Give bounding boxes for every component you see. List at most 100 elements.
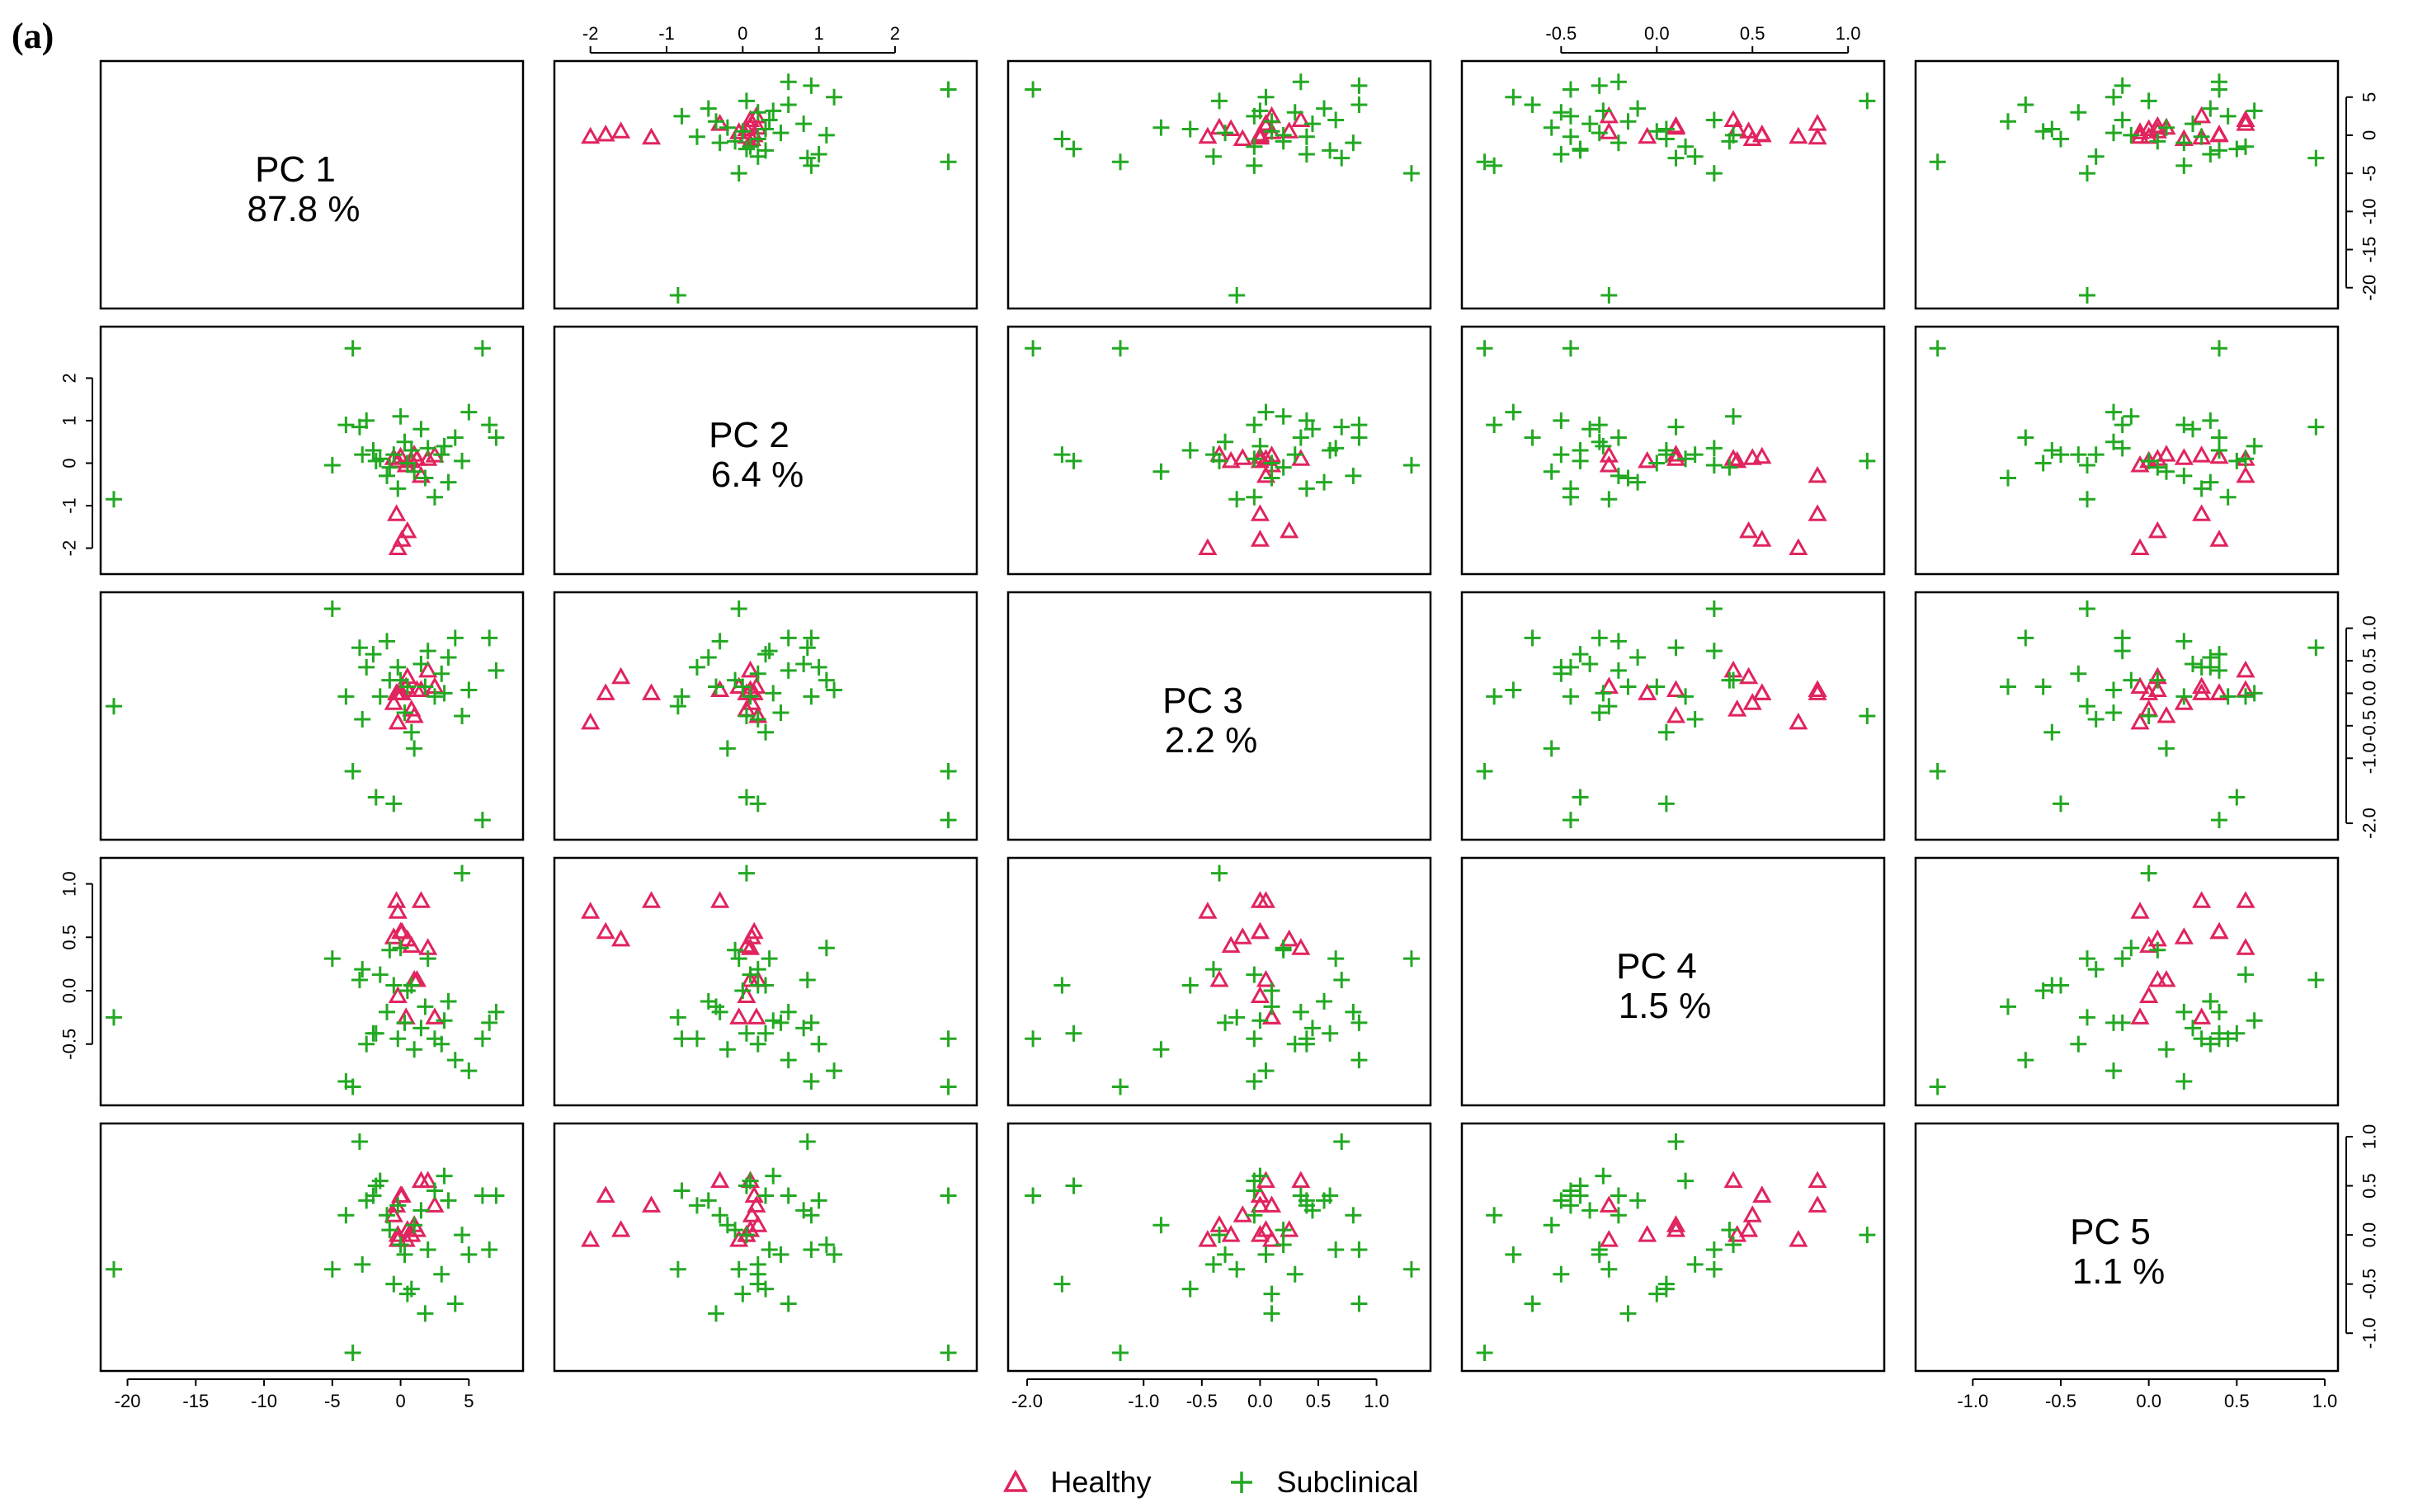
subclinical-point-28 bbox=[2000, 998, 2016, 1015]
tick-label: -1.0 bbox=[2359, 1317, 2380, 1349]
subclinical-point-8 bbox=[1345, 134, 1362, 152]
subclinical-point-7 bbox=[2237, 450, 2254, 468]
subclinical-point-26 bbox=[1486, 1207, 1503, 1224]
subclinical-point-4 bbox=[799, 1133, 816, 1150]
subclinical-point-7 bbox=[2237, 138, 2254, 155]
subclinical-point-9 bbox=[2053, 130, 2069, 148]
subclinical-point-15 bbox=[2185, 1020, 2201, 1037]
tick-label: 2 bbox=[59, 373, 80, 383]
healthy-point-8 bbox=[391, 1185, 411, 1203]
subclinical-point-6 bbox=[1322, 1024, 1339, 1042]
subclinical-point-2 bbox=[323, 950, 341, 968]
healthy-point-10 bbox=[737, 935, 757, 954]
tick-label: -1.0 bbox=[1957, 1391, 1988, 1411]
subclinical-point-30 bbox=[381, 459, 398, 476]
subclinical-point-26 bbox=[1246, 1207, 1263, 1224]
subclinical-point-26 bbox=[1246, 157, 1263, 174]
healthy-point-4 bbox=[641, 891, 662, 908]
subclinical-point-8 bbox=[1610, 1207, 1627, 1224]
healthy-point-1 bbox=[2130, 538, 2150, 556]
subclinical-point-16 bbox=[1705, 643, 1723, 660]
subclinical-point-4 bbox=[1333, 972, 1350, 989]
subclinical-point-23 bbox=[2211, 1030, 2227, 1048]
subclinical-point-5 bbox=[810, 146, 827, 163]
tick-label: 0.5 bbox=[2359, 1173, 2380, 1199]
healthy-point-3 bbox=[2147, 520, 2167, 539]
subclinical-point-32 bbox=[354, 710, 371, 728]
subclinical-point-31 bbox=[1251, 437, 1269, 455]
panel-r3-c5 bbox=[1914, 591, 2340, 841]
healthy-point-12 bbox=[1666, 1220, 1686, 1237]
healthy-point-1 bbox=[388, 538, 408, 556]
subclinical-point-27 bbox=[367, 452, 384, 469]
tick-label: 5 bbox=[2359, 92, 2380, 102]
subclinical-point-17 bbox=[673, 1182, 691, 1199]
subclinical-point-17 bbox=[2219, 107, 2237, 125]
subclinical-point-13 bbox=[1263, 982, 1280, 1000]
subclinical-point-16 bbox=[761, 950, 778, 968]
subclinical-point-27 bbox=[1065, 140, 1082, 158]
subclinical-point-22 bbox=[460, 403, 478, 421]
subclinical-point-10 bbox=[2193, 658, 2210, 676]
healthy-point-3 bbox=[1739, 1220, 1759, 1237]
healthy-point-2 bbox=[1250, 530, 1270, 547]
subclinical-point-17 bbox=[673, 107, 691, 125]
subclinical-point-3 bbox=[940, 153, 957, 171]
subclinical-point-14 bbox=[406, 740, 423, 757]
tick-label: -10 bbox=[251, 1391, 277, 1411]
subclinical-point-10 bbox=[1298, 1030, 1315, 1048]
healthy-point-9 bbox=[384, 693, 403, 710]
healthy-point-12 bbox=[2147, 969, 2167, 987]
subclinical-point-10 bbox=[1298, 128, 1315, 145]
healthy-point-13 bbox=[1250, 450, 1270, 469]
subclinical-point-31 bbox=[436, 685, 453, 702]
subclinical-point-32 bbox=[1204, 148, 1222, 165]
subclinical-point-2 bbox=[2079, 950, 2095, 968]
y-axis-left-pc4: -0.5 0.0 0.5 1.0 bbox=[59, 871, 93, 1060]
subclinical-point-23 bbox=[940, 1187, 957, 1204]
subclinical-point-1 bbox=[106, 491, 122, 508]
subclinical-point-15 bbox=[1303, 1202, 1321, 1219]
subclinical-point-5 bbox=[2202, 412, 2219, 429]
subclinical-point-6 bbox=[365, 442, 382, 459]
subclinical-point-6 bbox=[757, 1187, 774, 1204]
panel-frame bbox=[1006, 591, 1432, 841]
subclinical-point-23 bbox=[2211, 340, 2227, 357]
healthy-point-3 bbox=[1280, 121, 1299, 139]
panel-frame bbox=[99, 1122, 525, 1373]
subclinical-point-3 bbox=[344, 763, 361, 780]
healthy-point-11 bbox=[425, 1007, 445, 1024]
subclinical-point-24 bbox=[1350, 417, 1368, 434]
healthy-point-8 bbox=[1752, 446, 1772, 464]
subclinical-point-21 bbox=[1211, 1227, 1228, 1244]
subclinical-point-21 bbox=[2140, 452, 2157, 469]
subclinical-point-31 bbox=[1251, 1012, 1269, 1029]
legend-item-healthy: Healthy bbox=[999, 1465, 1151, 1500]
subclinical-point-15 bbox=[1581, 1202, 1599, 1219]
subclinical-point-3 bbox=[1476, 1345, 1493, 1362]
subclinical-point-10 bbox=[1298, 480, 1315, 497]
subclinical-point-9 bbox=[385, 977, 403, 994]
subclinical-point-28 bbox=[2000, 678, 2016, 695]
subclinical-point-13 bbox=[398, 678, 416, 695]
subclinical-point-25 bbox=[488, 1003, 505, 1020]
healthy-point-1 bbox=[1198, 538, 1218, 556]
panel-frame bbox=[99, 856, 525, 1107]
subclinical-point-13 bbox=[398, 455, 416, 472]
subclinical-point-9 bbox=[2053, 795, 2069, 813]
healthy-point-4 bbox=[1808, 1195, 1827, 1213]
subclinical-point-27 bbox=[1065, 1024, 1082, 1042]
subclinical-point-26 bbox=[2175, 157, 2193, 174]
subclinical-point-25 bbox=[780, 662, 797, 679]
subclinical-point-17 bbox=[2219, 688, 2237, 705]
subclinical-point-1 bbox=[1600, 287, 1618, 304]
subclinical-point-5 bbox=[358, 658, 375, 676]
subclinical-point-16 bbox=[1327, 440, 1345, 457]
subclinical-point-12 bbox=[772, 125, 790, 142]
healthy-point-1 bbox=[1789, 1230, 1808, 1247]
healthy-point-5 bbox=[710, 1171, 730, 1189]
subclinical-point-14 bbox=[2158, 1041, 2175, 1058]
healthy-point-6 bbox=[418, 660, 438, 678]
subclinical-point-29 bbox=[403, 977, 420, 994]
healthy-point-14 bbox=[729, 1007, 749, 1024]
